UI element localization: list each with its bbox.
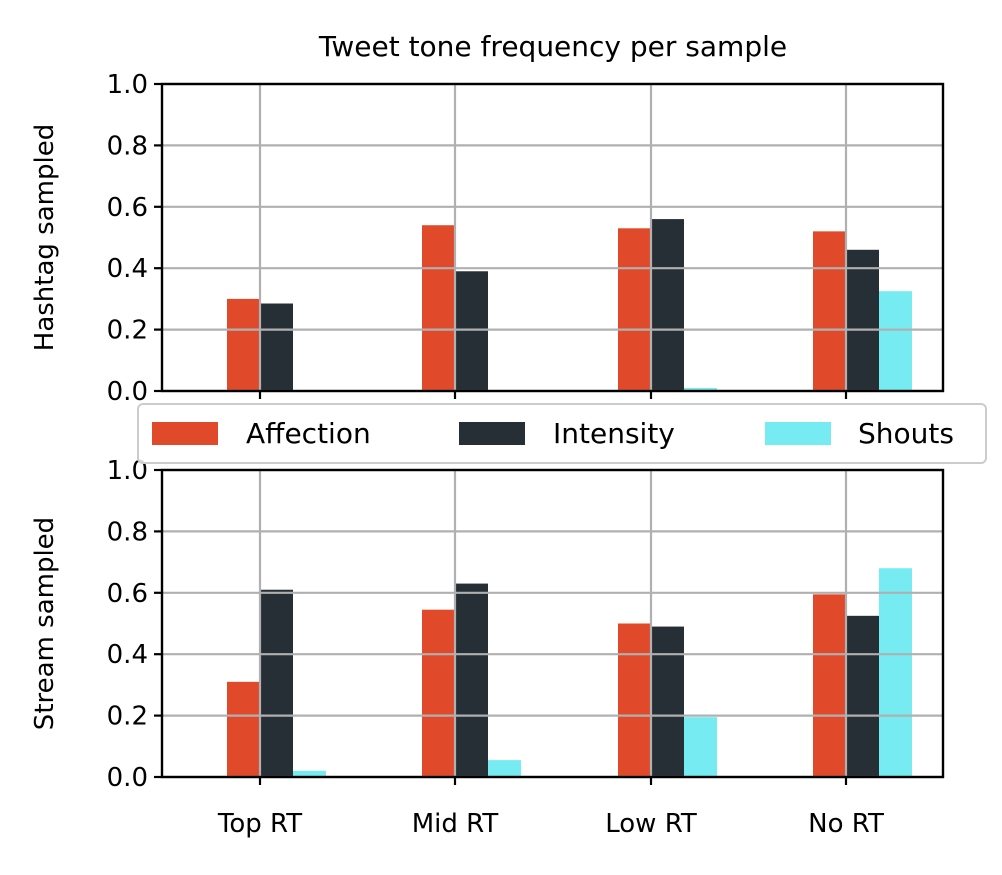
legend-label-intensity: Intensity [553,417,675,450]
bar-intensity-mid-rt [455,583,488,777]
plot-frame [160,468,945,779]
x-tick-label: Low RT [605,809,697,839]
y-axis-title: Stream sampled [30,517,60,730]
bar-shouts-no-rt [879,568,912,777]
legend-swatch-intensity [459,422,525,445]
bar-intensity-low-rt [651,219,684,391]
bar-shouts-low-rt [684,387,717,391]
legend-label-affection: Affection [246,417,371,450]
bar-affection-low-rt [618,623,651,777]
chart-title: Tweet tone frequency per sample [318,30,787,63]
bar-shouts-mid-rt [488,760,521,777]
y-tick-label: 0.4 [107,254,148,284]
y-axis-title: Hashtag sampled [30,124,60,351]
y-tick-label: 1.0 [107,70,148,100]
bar-intensity-no-rt [846,615,879,777]
bar-intensity-no-rt [846,249,879,391]
y-tick-label: 0.2 [107,316,148,346]
legend-swatch-shouts [765,422,831,445]
plot-frame [160,82,945,393]
x-tick-label: Mid RT [412,809,499,839]
y-tick-label: 0.2 [107,702,148,732]
legend-frame [137,403,987,464]
y-tick-label: 0.6 [107,193,148,223]
bar-affection-top-rt [227,681,260,777]
y-tick-label: 0.8 [107,517,148,547]
bar-shouts-top-rt [293,770,326,777]
panel-1: 0.0 0.2 0.4 0.6 0.8 1.0 Hashtag sampled [30,70,945,407]
bar-affection-top-rt [227,298,260,391]
y-tick-label: 0.6 [107,579,148,609]
legend-swatch-affection [152,422,218,445]
y-tick-label: 0.4 [107,640,148,670]
bar-affection-no-rt [813,594,846,777]
bar-shouts-no-rt [879,291,912,391]
bar-intensity-top-rt [260,589,293,777]
y-tick-label: 0.8 [107,131,148,161]
bar-affection-mid-rt [422,225,455,391]
bar-affection-no-rt [813,231,846,391]
bar-intensity-top-rt [260,303,293,391]
y-tick-label: 0.0 [107,763,148,793]
x-tick-label: No RT [808,809,884,839]
bar-affection-mid-rt [422,609,455,777]
bar-intensity-low-rt [651,626,684,777]
bar-affection-low-rt [618,228,651,391]
legend-label-shouts: Shouts [858,417,954,450]
bar-shouts-low-rt [684,717,717,777]
y-tick-label: 0.0 [107,377,148,407]
bar-intensity-mid-rt [455,271,488,391]
legend: Affection Intensity Shouts [137,403,987,464]
x-tick-label: Top RT [217,809,302,839]
